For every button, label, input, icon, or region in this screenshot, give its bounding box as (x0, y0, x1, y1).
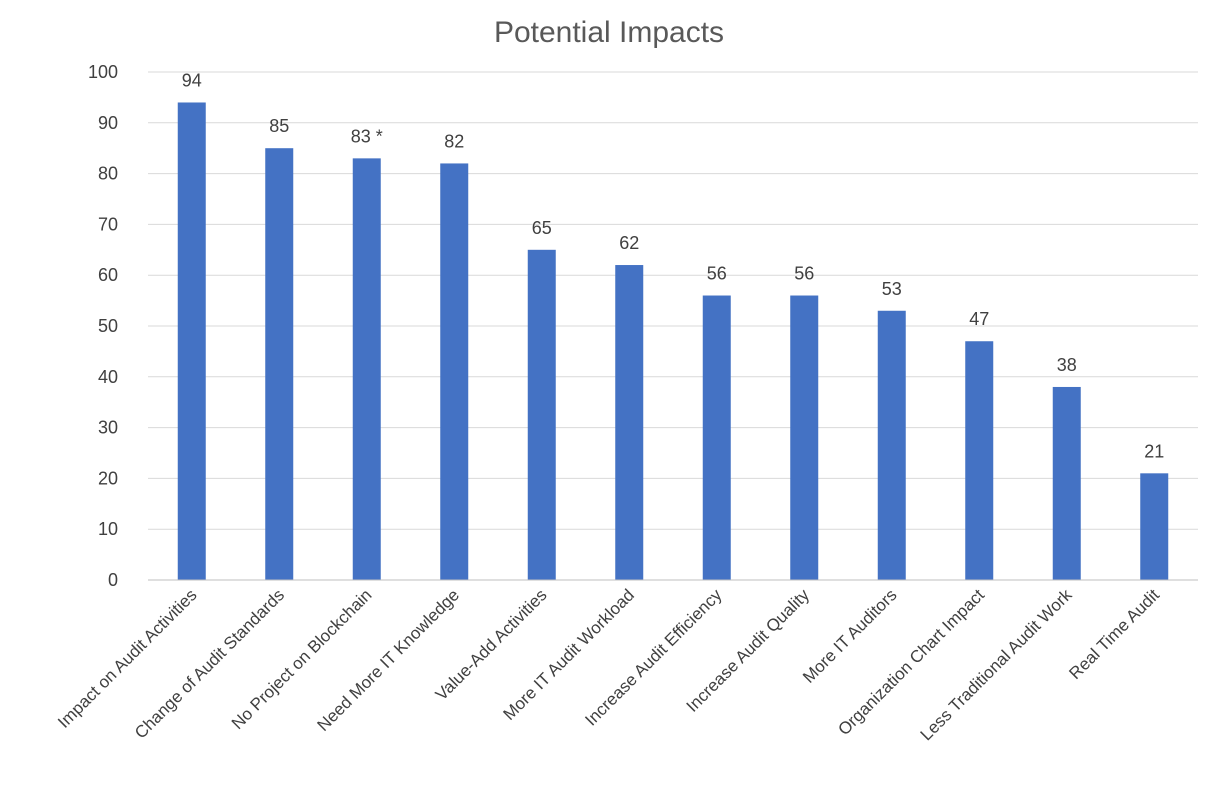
data-label: 56 (707, 264, 727, 284)
y-tick-label: 50 (98, 316, 118, 336)
y-tick-label: 0 (108, 570, 118, 590)
bar (1052, 386, 1081, 580)
data-label: 94 (182, 70, 202, 90)
bar (177, 102, 206, 580)
y-tick-label: 90 (98, 113, 118, 133)
bars (177, 102, 1169, 581)
gridlines (148, 71, 1198, 530)
category-label: Less Traditional Audit Work (917, 585, 1076, 744)
bar (965, 341, 994, 580)
category-label: More IT Auditors (799, 585, 900, 686)
bar (877, 310, 906, 580)
y-tick-label: 10 (98, 519, 118, 539)
bar (265, 148, 294, 580)
data-label: 83 * (351, 126, 383, 146)
y-tick-label: 30 (98, 418, 118, 438)
data-label: 85 (269, 116, 289, 136)
data-labels: 94 85 83 * 82 65 62 56 56 53 47 38 21 (182, 70, 1165, 461)
y-tick-label: 20 (98, 468, 118, 488)
category-label: Need More IT Knowledge (314, 585, 464, 735)
data-label: 21 (1144, 441, 1164, 461)
data-label: 82 (444, 131, 464, 151)
y-tick-label: 40 (98, 367, 118, 387)
data-label: 38 (1057, 355, 1077, 375)
bar (1140, 473, 1169, 580)
data-label: 53 (882, 279, 902, 299)
bar (352, 158, 381, 581)
bar (527, 249, 556, 581)
data-label: 65 (532, 218, 552, 238)
bar (790, 295, 819, 580)
data-label: 56 (794, 264, 814, 284)
bar (702, 295, 731, 580)
y-tick-label: 70 (98, 214, 118, 234)
y-axis-ticks: 0 10 20 30 40 50 60 70 80 90 100 (88, 62, 118, 590)
bar (615, 265, 644, 580)
data-label: 47 (969, 309, 989, 329)
category-label: Change of Audit Standards (131, 585, 288, 742)
bar (440, 163, 469, 580)
chart-title: Potential Impacts (494, 16, 724, 49)
y-tick-label: 100 (88, 62, 118, 82)
data-label: 62 (619, 233, 639, 253)
category-label: Real Time Audit (1065, 585, 1163, 683)
category-label: No Project on Blockchain (228, 585, 376, 733)
y-tick-label: 60 (98, 265, 118, 285)
category-label: Impact on Audit Activities (54, 585, 200, 731)
y-tick-label: 80 (98, 164, 118, 184)
category-label: Organization Chart Impact (834, 585, 988, 739)
